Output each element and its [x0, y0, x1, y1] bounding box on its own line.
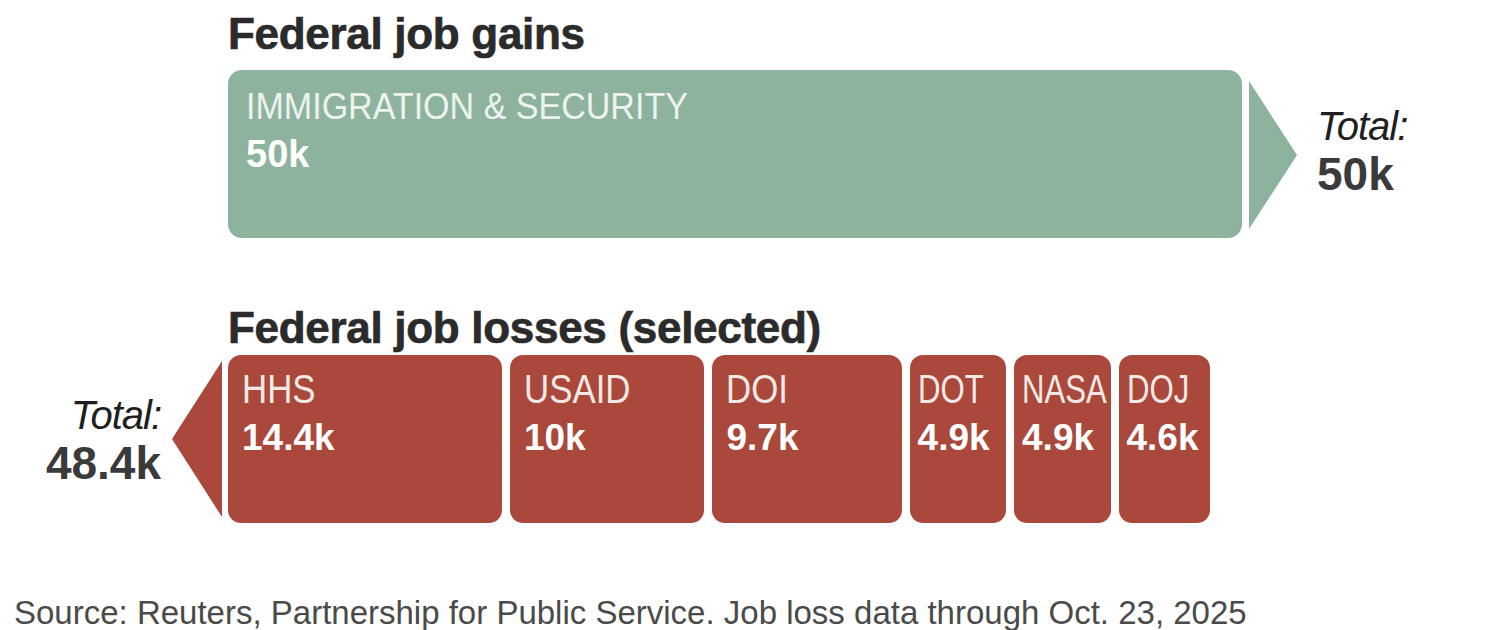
gains-total-value: 50k	[1317, 151, 1407, 197]
gains-bar-label: IMMIGRATION & SECURITY	[246, 84, 1162, 130]
losses-total: Total: 48.4k	[20, 395, 161, 486]
loss-bar-doj: DOJ4.6k	[1119, 355, 1210, 523]
loss-bar-value: 4.9k	[1022, 414, 1110, 462]
loss-bar-value: 4.6k	[1127, 414, 1210, 462]
loss-bar-dot: DOT4.9k	[910, 355, 1006, 523]
gains-total-label: Total:	[1317, 106, 1407, 146]
source-attribution: Source: Reuters, Partnership for Public …	[14, 594, 1247, 630]
chart-canvas: Federal job gains IMMIGRATION & SECURITY…	[0, 0, 1500, 630]
gains-title: Federal job gains	[228, 12, 585, 56]
losses-bar-group: HHS14.4kUSAID10kDOI9.7kDOT4.9kNASA4.9kDO…	[228, 355, 1210, 523]
gains-total: Total: 50k	[1317, 106, 1407, 197]
loss-bar-value: 9.7k	[726, 414, 901, 462]
loss-bar-label: DOJ	[1127, 365, 1190, 414]
loss-bar-hhs: HHS14.4k	[228, 355, 502, 523]
losses-title: Federal job losses (selected)	[228, 306, 821, 350]
loss-bar-nasa: NASA4.9k	[1014, 355, 1110, 523]
loss-bar-value: 10k	[524, 414, 705, 462]
losses-total-label: Total:	[20, 395, 161, 435]
loss-bar-value: 14.4k	[242, 414, 502, 462]
gains-arrow-icon	[1249, 81, 1297, 229]
gains-bar-value: 50k	[246, 130, 1242, 179]
loss-bar-label: DOT	[918, 365, 985, 414]
loss-bar-usaid: USAID10k	[510, 355, 705, 523]
losses-arrow-icon	[172, 361, 222, 517]
losses-total-value: 48.4k	[20, 440, 161, 486]
loss-bar-value: 4.9k	[918, 414, 1006, 462]
loss-bar-label: HHS	[242, 365, 463, 414]
loss-bar-label: NASA	[1022, 365, 1089, 414]
loss-bar-doi: DOI9.7k	[712, 355, 901, 523]
loss-bar-label: DOI	[726, 365, 875, 414]
gains-bar-immigration-security: IMMIGRATION & SECURITY 50k	[228, 70, 1242, 238]
loss-bar-label: USAID	[524, 365, 677, 414]
